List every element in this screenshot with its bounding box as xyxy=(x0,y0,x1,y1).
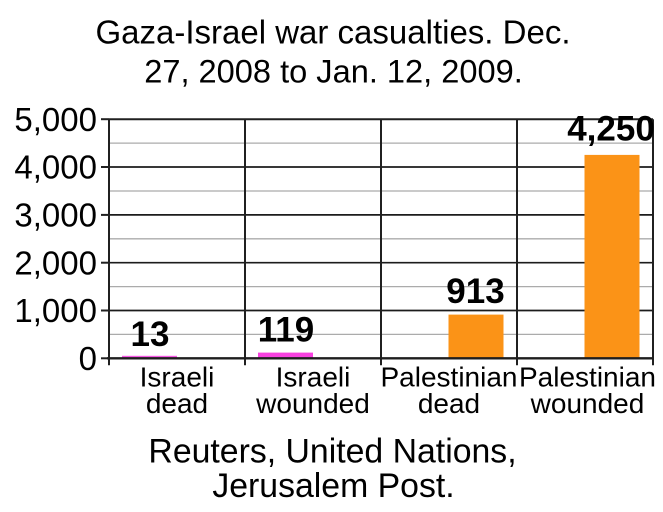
svg-text:dead: dead xyxy=(146,388,208,419)
svg-text:Jerusalem Post.: Jerusalem Post. xyxy=(212,467,454,505)
svg-text:4,250: 4,250 xyxy=(567,110,655,149)
svg-text:119: 119 xyxy=(258,311,314,350)
svg-text:5,000: 5,000 xyxy=(14,101,97,138)
svg-text:1,000: 1,000 xyxy=(14,292,97,329)
svg-text:Gaza-Israel war casualties. De: Gaza-Israel war casualties. Dec. xyxy=(95,14,570,51)
svg-text:wounded: wounded xyxy=(255,388,370,419)
svg-text:Reuters, United Nations,: Reuters, United Nations, xyxy=(148,433,516,471)
svg-text:3,000: 3,000 xyxy=(14,196,97,233)
svg-text:27, 2008 to Jan. 12, 2009.: 27, 2008 to Jan. 12, 2009. xyxy=(144,52,523,89)
svg-text:Israeli: Israeli xyxy=(276,361,351,392)
svg-text:Israeli: Israeli xyxy=(140,361,215,392)
svg-text:Palestinian: Palestinian xyxy=(381,361,518,392)
svg-text:4,000: 4,000 xyxy=(14,149,97,186)
svg-text:913: 913 xyxy=(446,272,504,311)
svg-text:Palestinian: Palestinian xyxy=(519,361,656,392)
svg-text:0: 0 xyxy=(79,340,97,377)
svg-text:dead: dead xyxy=(418,388,480,419)
svg-text:2,000: 2,000 xyxy=(14,244,97,281)
svg-text:13: 13 xyxy=(131,315,170,354)
svg-text:wounded: wounded xyxy=(530,388,645,419)
